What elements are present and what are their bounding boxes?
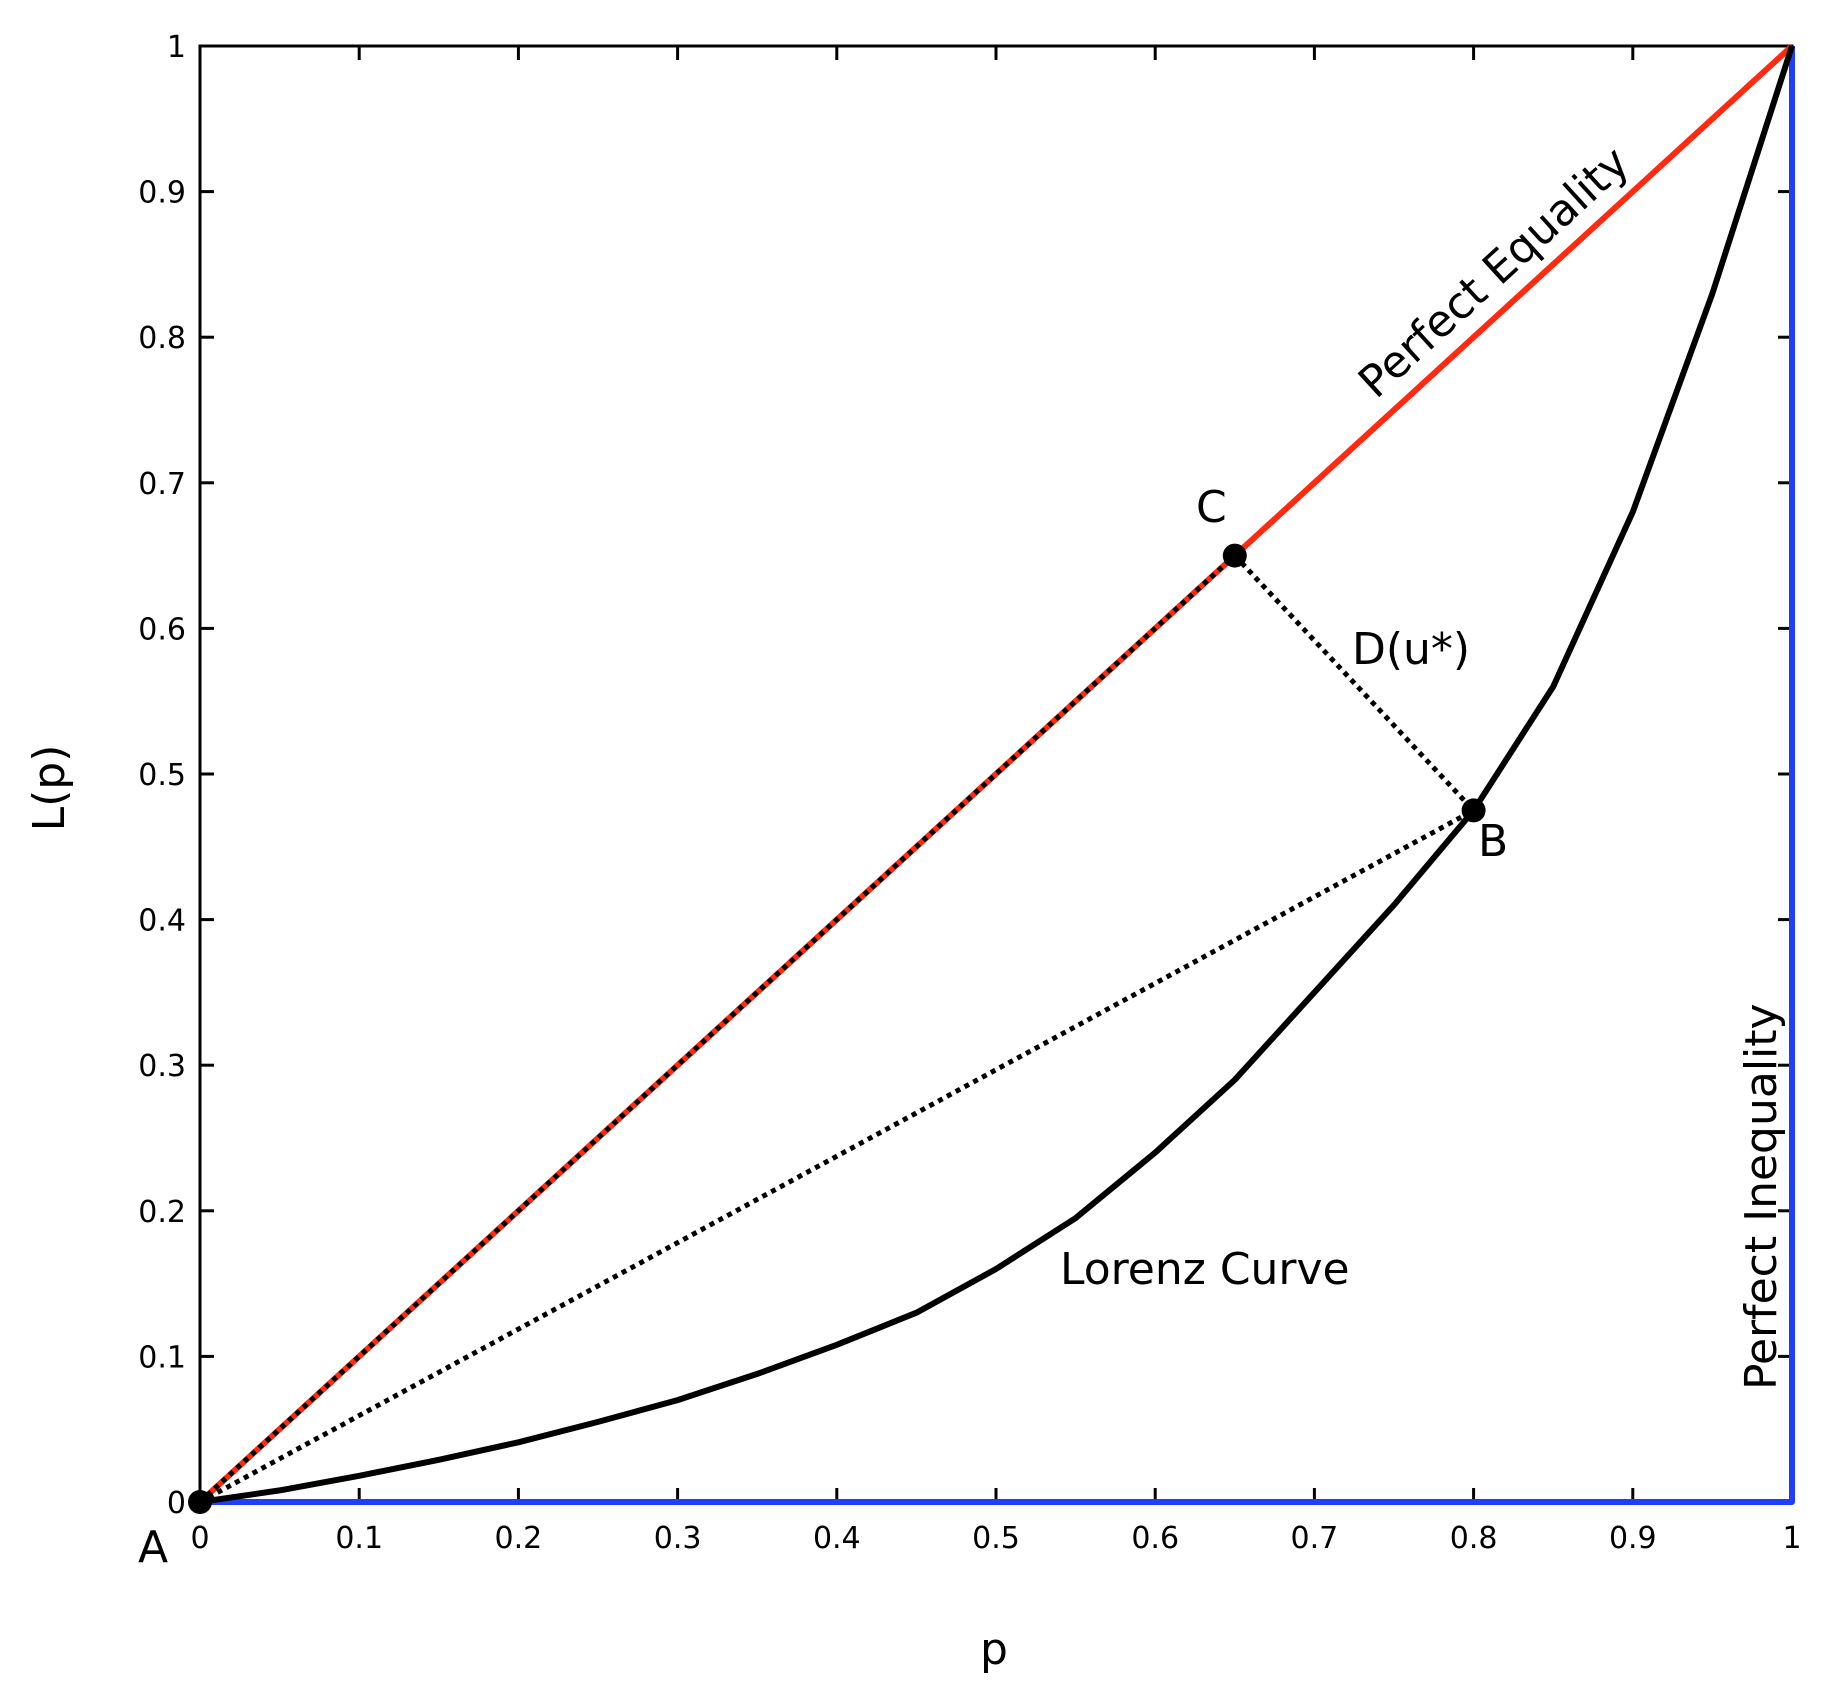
x-axis-title: p xyxy=(980,1624,1008,1675)
y-axis-title: L(p) xyxy=(24,745,75,832)
point-c-marker xyxy=(1222,543,1247,568)
y-tick-labels: 0 0.1 0.2 0.3 0.4 0.5 0.6 0.7 0.8 0.9 1 xyxy=(138,30,186,1521)
x-tick-label: 0 xyxy=(190,1521,209,1556)
y-tick-label: 0.6 xyxy=(138,612,186,647)
perfect-equality-label: Perfect Equality xyxy=(1349,137,1639,408)
x-tick-label: 0.2 xyxy=(495,1521,543,1556)
perfect-equality-line xyxy=(197,43,1795,1505)
points-layer xyxy=(188,543,1486,1514)
y-tick-label: 0.1 xyxy=(138,1340,186,1375)
dotted-segments xyxy=(198,553,1476,1505)
x-tick-label: 0.1 xyxy=(335,1521,383,1556)
lorenz-curve-label: Lorenz Curve xyxy=(1060,1244,1350,1295)
y-tick-label: 0.2 xyxy=(138,1195,186,1230)
lorenz-curve-line xyxy=(199,45,1795,1505)
point-label-c: C xyxy=(1196,482,1227,533)
point-b-marker xyxy=(1461,798,1486,823)
point-label-a: A xyxy=(138,1522,168,1573)
x-tick-label: 0.6 xyxy=(1131,1521,1179,1556)
x-tick-label: 0.9 xyxy=(1609,1521,1657,1556)
x-tick-label: 0.4 xyxy=(813,1521,861,1556)
dotted-segment xyxy=(1232,553,1476,813)
x-tick-label: 0.3 xyxy=(654,1521,702,1556)
y-tick-label: 0.4 xyxy=(138,904,186,939)
y-tick-label: 0.8 xyxy=(138,321,186,356)
y-tick-label: 0.5 xyxy=(138,758,186,793)
y-tick-label: 1 xyxy=(167,30,186,65)
perfect-inequality-label: Perfect Inequality xyxy=(1736,1003,1787,1390)
x-tick-label: 1 xyxy=(1782,1521,1801,1556)
y-tick-label: 0 xyxy=(167,1486,186,1521)
x-tick-label: 0.8 xyxy=(1450,1521,1498,1556)
distance-label: D(u*) xyxy=(1352,624,1470,675)
dotted-segment xyxy=(198,553,1237,1504)
point-a-marker xyxy=(188,1490,212,1514)
x-tick-label: 0.5 xyxy=(972,1521,1020,1556)
y-tick-label: 0.3 xyxy=(138,1049,186,1084)
series-layer xyxy=(197,43,1795,1505)
x-tick-label: 0.7 xyxy=(1291,1521,1339,1556)
point-label-b: B xyxy=(1478,816,1508,867)
perfect-inequality-line xyxy=(200,46,1795,1505)
dotted-segment xyxy=(198,808,1475,1505)
y-tick-label: 0.9 xyxy=(138,176,186,211)
y-tick-label: 0.7 xyxy=(138,467,186,502)
x-tick-labels: 0 0.1 0.2 0.3 0.4 0.5 0.6 0.7 0.8 0.9 1 xyxy=(190,1521,1801,1556)
